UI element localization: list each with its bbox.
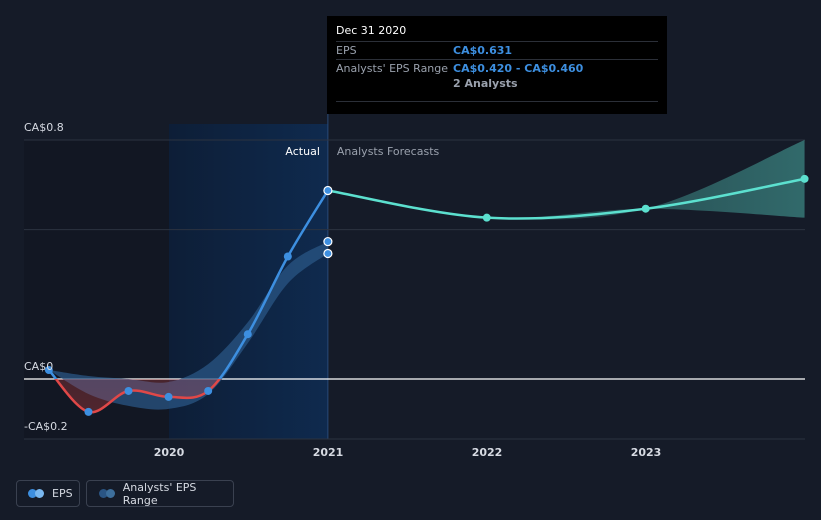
eps-line-negative bbox=[54, 379, 222, 414]
chart-tooltip: Dec 31 2020 EPS CA$0.631 Analysts' EPS R… bbox=[327, 16, 667, 114]
range-point-0 bbox=[323, 236, 333, 247]
legend-eps[interactable]: EPS bbox=[16, 480, 80, 507]
eps-point-1 bbox=[84, 407, 93, 416]
tooltip-range-row: Analysts' EPS Range CA$0.420 - CA$0.460 bbox=[336, 59, 658, 77]
forecast-region-label: Analysts Forecasts bbox=[337, 145, 440, 158]
eps-point-7 bbox=[323, 185, 333, 196]
eps-point-4 bbox=[204, 386, 213, 395]
y-label-0: CA$0.8 bbox=[24, 121, 64, 134]
tooltip-range-value: CA$0.420 - CA$0.460 bbox=[453, 62, 584, 75]
eps-point-3 bbox=[164, 392, 173, 401]
forecast-point-0 bbox=[482, 213, 491, 222]
x-tick-label-3: 2023 bbox=[631, 446, 662, 459]
y-label-2: -CA$0.2 bbox=[24, 420, 68, 433]
eps-point-2 bbox=[124, 386, 133, 395]
eps-point-0 bbox=[44, 366, 53, 375]
range-legend-icon bbox=[99, 489, 116, 498]
actual-region-label: Actual bbox=[285, 145, 319, 158]
forecast-point-2 bbox=[800, 174, 809, 183]
tooltip-analysts-count: 2 Analysts bbox=[453, 77, 518, 90]
eps-point-6 bbox=[283, 252, 292, 261]
forecast-range-band bbox=[327, 140, 805, 220]
x-tick-label-2: 2022 bbox=[472, 446, 503, 459]
tooltip-eps-label: EPS bbox=[336, 44, 357, 57]
tooltip-range-label: Analysts' EPS Range bbox=[336, 62, 449, 75]
legend-range[interactable]: Analysts' EPS Range bbox=[86, 480, 234, 507]
tooltip-eps-row: EPS CA$0.631 bbox=[336, 41, 658, 59]
eps-legend-icon bbox=[28, 489, 45, 498]
legend-eps-label: EPS bbox=[52, 487, 73, 500]
tooltip-eps-value: CA$0.631 bbox=[453, 44, 513, 57]
legend-range-label: Analysts' EPS Range bbox=[122, 480, 197, 507]
x-tick-label-0: 2020 bbox=[154, 446, 185, 459]
range-point-1 bbox=[323, 248, 333, 259]
analyst-range-band bbox=[48, 241, 328, 410]
forecast-point-1 bbox=[641, 204, 650, 213]
tooltip-divider bbox=[336, 101, 658, 102]
eps-forecast-line bbox=[327, 177, 805, 220]
y-label-1: CA$0 bbox=[24, 360, 53, 373]
negative-area bbox=[48, 379, 328, 413]
tooltip-date: Dec 31 2020 bbox=[336, 24, 407, 37]
x-tick-label-1: 2021 bbox=[313, 446, 344, 459]
eps-point-5 bbox=[243, 330, 252, 339]
